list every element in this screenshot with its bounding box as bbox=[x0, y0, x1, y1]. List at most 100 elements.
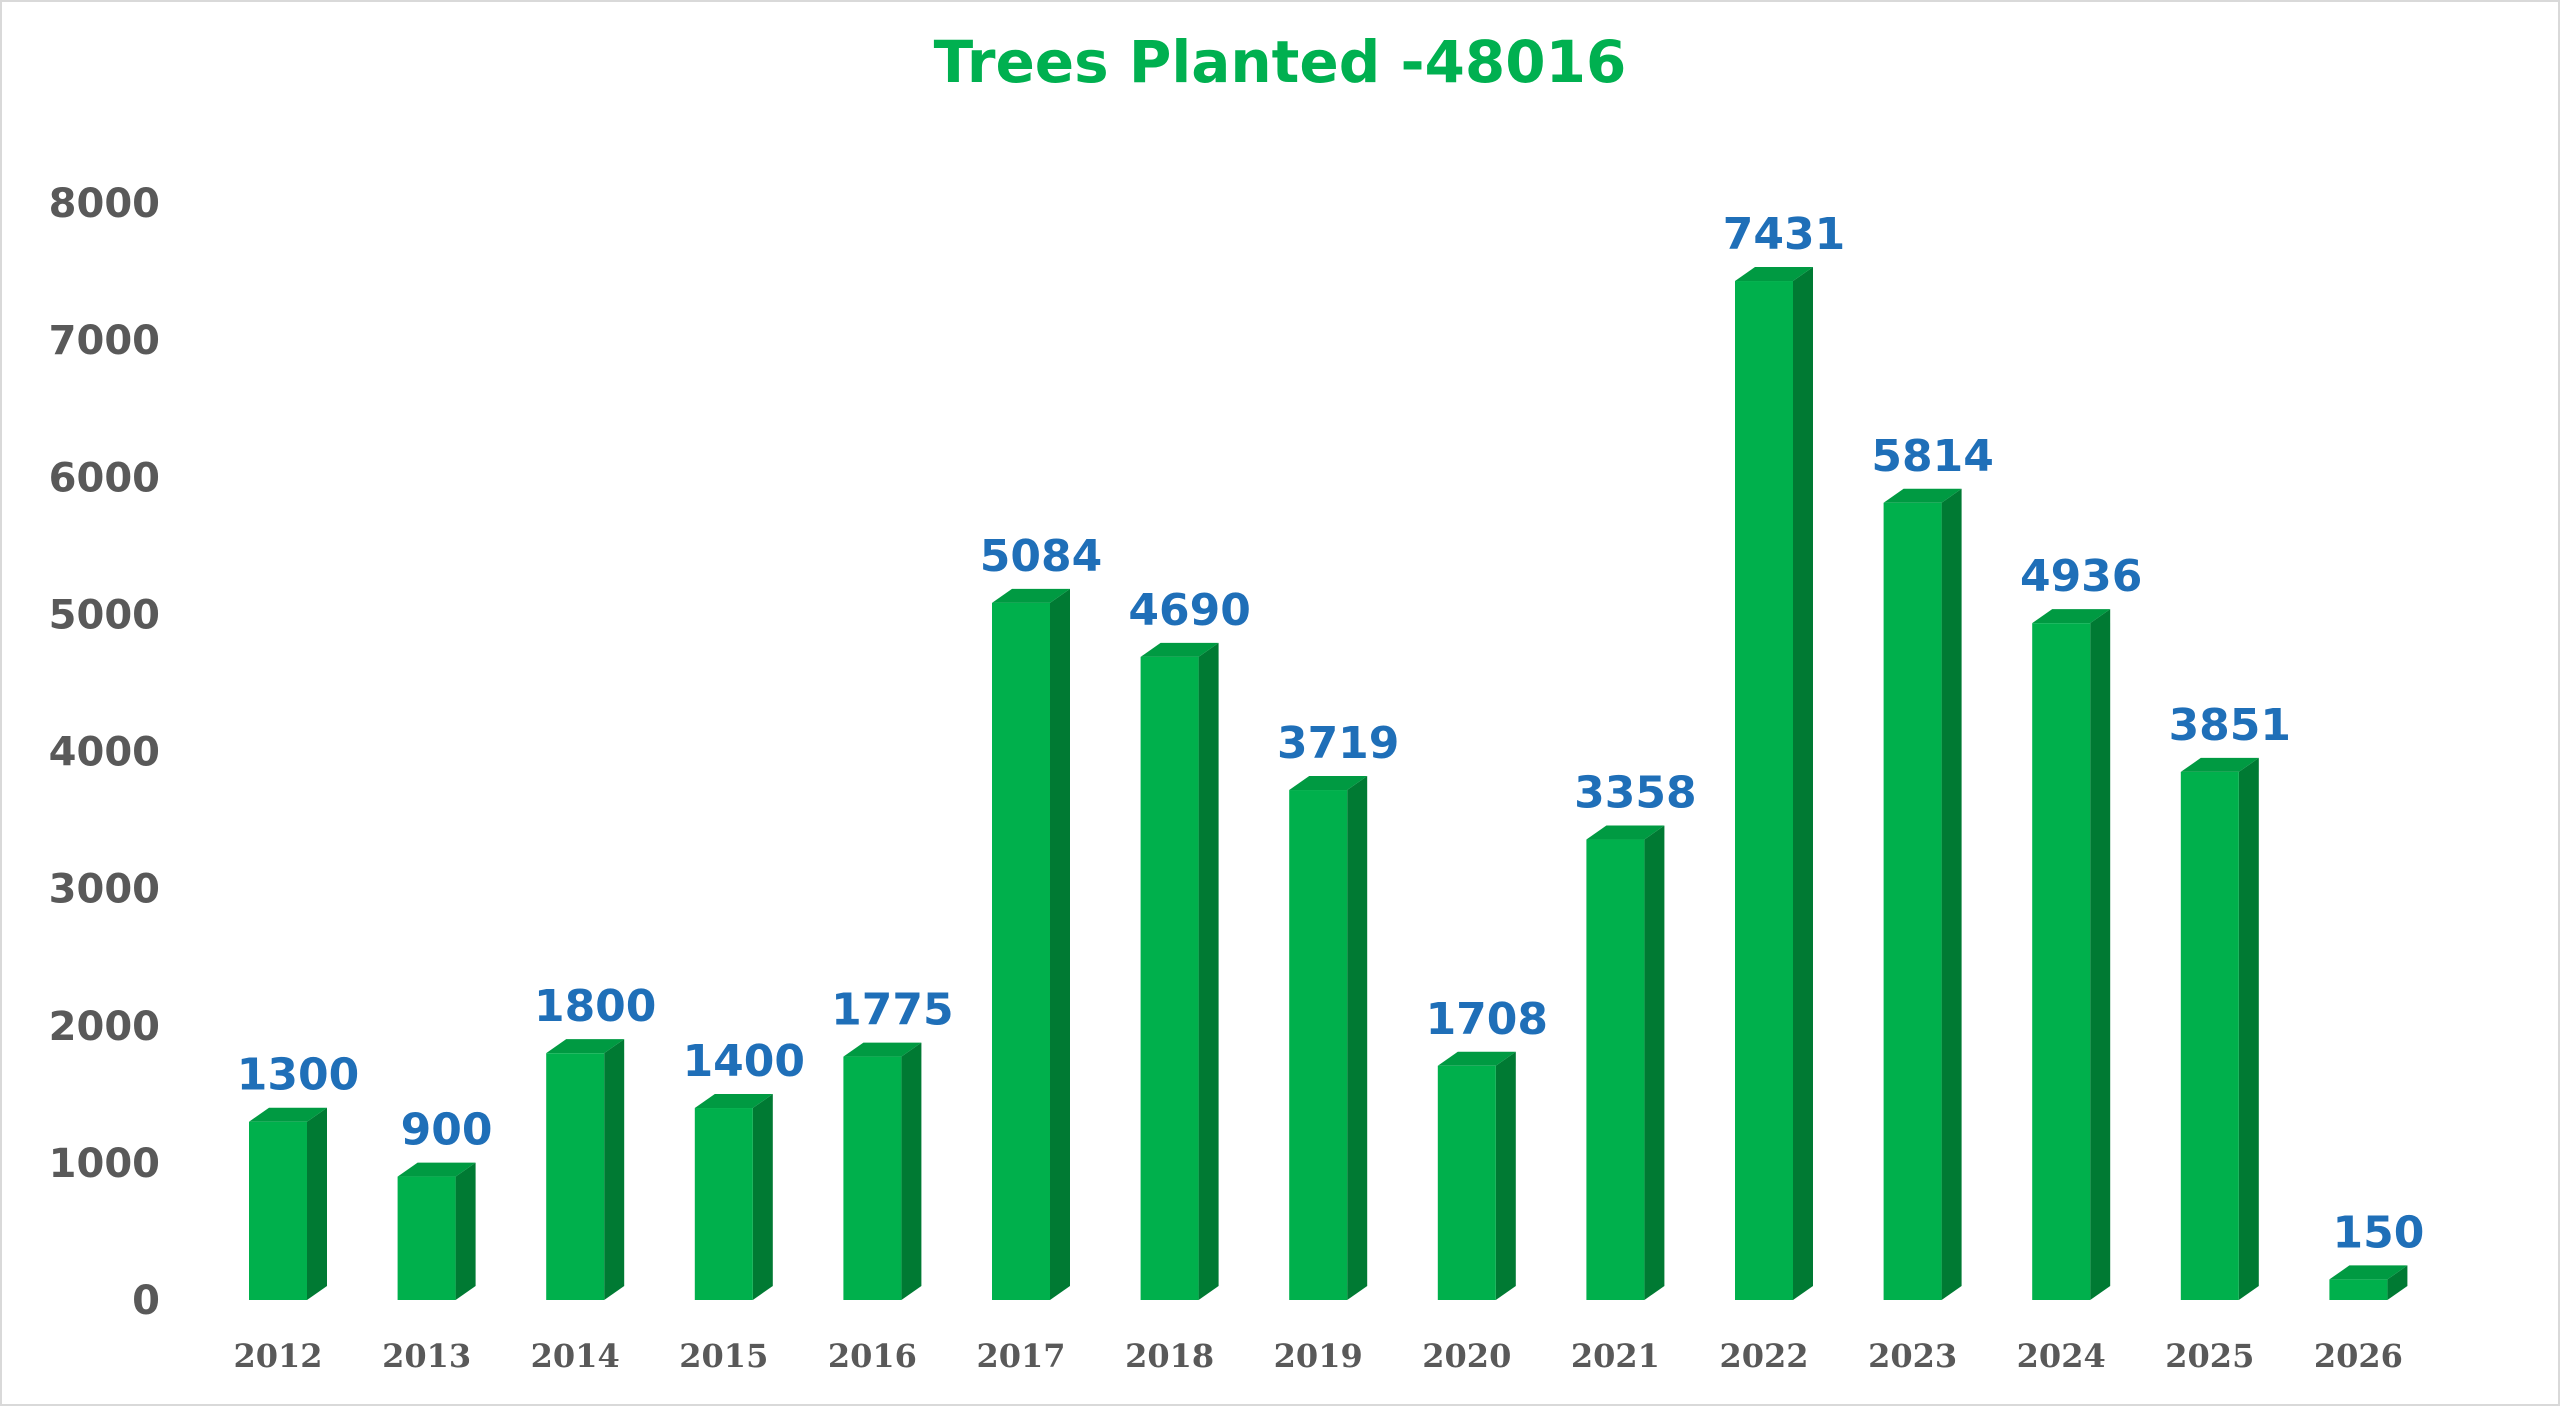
bar-front bbox=[1883, 502, 1942, 1300]
bar-2024 bbox=[2032, 609, 2111, 1300]
bar-2014 bbox=[546, 1039, 625, 1300]
bar-top bbox=[249, 1107, 327, 1122]
data-label: 5814 bbox=[1871, 431, 1993, 482]
bar-2022 bbox=[1735, 267, 1813, 1300]
bar-front bbox=[694, 1108, 753, 1300]
bar-top bbox=[1586, 825, 1665, 840]
bar-front bbox=[843, 1056, 902, 1300]
bar-2015 bbox=[694, 1094, 773, 1300]
bar-2023 bbox=[1883, 488, 1962, 1300]
y-tick-label: 0 bbox=[132, 1278, 160, 1324]
bar-front bbox=[249, 1121, 307, 1300]
bar-2026 bbox=[2329, 1265, 2408, 1300]
bar-front bbox=[1735, 281, 1793, 1300]
data-label: 5084 bbox=[980, 531, 1102, 582]
data-label: 3851 bbox=[2169, 700, 2291, 751]
bar-top bbox=[843, 1042, 922, 1057]
bar-side bbox=[2387, 1265, 2408, 1300]
y-tick-label: 7000 bbox=[49, 318, 160, 364]
bar-front bbox=[1437, 1065, 1496, 1300]
bar-side bbox=[1793, 267, 1813, 1300]
bar-side bbox=[901, 1042, 922, 1300]
data-label: 1775 bbox=[831, 985, 953, 1036]
x-tick-label: 2022 bbox=[1719, 1337, 1808, 1375]
bar-front bbox=[1586, 839, 1645, 1300]
bar-2013 bbox=[397, 1162, 476, 1300]
bar-side bbox=[307, 1107, 327, 1300]
y-tick-label: 5000 bbox=[49, 592, 160, 638]
x-tick-label: 2018 bbox=[1125, 1337, 1214, 1375]
data-label: 3358 bbox=[1574, 768, 1696, 819]
bar-front bbox=[397, 1176, 456, 1300]
bar-side bbox=[2238, 757, 2259, 1300]
bar-2020 bbox=[1437, 1051, 1516, 1300]
data-label: 150 bbox=[2332, 1207, 2424, 1258]
bar-2012 bbox=[249, 1107, 327, 1300]
data-label: 3719 bbox=[1277, 718, 1399, 769]
bar-side bbox=[1644, 825, 1665, 1300]
bar-top bbox=[1437, 1051, 1516, 1066]
data-label: 4936 bbox=[2020, 551, 2142, 602]
bar-top bbox=[2180, 757, 2259, 772]
data-label: 7431 bbox=[1723, 209, 1845, 260]
bar-top bbox=[2329, 1265, 2408, 1280]
bar-front bbox=[992, 602, 1050, 1300]
chart-title: Trees Planted -48016 bbox=[934, 28, 1627, 96]
data-label: 1400 bbox=[683, 1036, 805, 1087]
x-tick-label: 2012 bbox=[233, 1337, 322, 1375]
bar-top bbox=[694, 1094, 773, 1109]
x-tick-label: 2020 bbox=[1422, 1337, 1511, 1375]
bar-side bbox=[1941, 488, 1962, 1300]
bar-top bbox=[546, 1039, 625, 1054]
x-tick-label: 2014 bbox=[531, 1337, 620, 1375]
x-tick-label: 2021 bbox=[1571, 1337, 1660, 1375]
y-tick-label: 1000 bbox=[49, 1141, 160, 1187]
data-label: 1300 bbox=[237, 1050, 359, 1101]
data-label: 1708 bbox=[1426, 994, 1548, 1045]
x-axis: 2012 2013 2014 2015 2016 2017 2018 2019 2020 2021… bbox=[233, 1337, 2402, 1375]
x-tick-label: 2016 bbox=[828, 1337, 917, 1375]
x-tick-label: 2026 bbox=[2314, 1337, 2403, 1375]
bar-top bbox=[1140, 642, 1219, 657]
bar-top bbox=[1883, 488, 1962, 503]
bar-top bbox=[1289, 776, 1368, 791]
y-tick-label: 6000 bbox=[49, 455, 160, 501]
bar-2025 bbox=[2180, 757, 2259, 1300]
bar-side bbox=[604, 1039, 625, 1300]
bar-front bbox=[1140, 656, 1199, 1300]
bar-side bbox=[1050, 588, 1070, 1300]
data-label: 4690 bbox=[1128, 585, 1250, 636]
bar-side bbox=[1347, 776, 1368, 1300]
bar-top bbox=[397, 1162, 476, 1177]
x-tick-label: 2017 bbox=[976, 1337, 1065, 1375]
x-tick-label: 2019 bbox=[1274, 1337, 1363, 1375]
x-tick-label: 2015 bbox=[679, 1337, 768, 1375]
x-tick-label: 2025 bbox=[2165, 1337, 2254, 1375]
bar-side bbox=[752, 1094, 773, 1300]
bar-side bbox=[1198, 642, 1219, 1300]
x-tick-label: 2023 bbox=[1868, 1337, 1957, 1375]
bar-2017 bbox=[992, 588, 1070, 1300]
bar-side bbox=[455, 1162, 476, 1300]
data-label: 1800 bbox=[534, 981, 656, 1032]
bar-front bbox=[2329, 1279, 2388, 1300]
bar-front bbox=[1289, 790, 1348, 1300]
data-labels-group: 1300 900 1800 1400 1775 5084 4690 3719 1708 3358 7… bbox=[237, 209, 2425, 1258]
bars-group bbox=[249, 267, 2408, 1300]
bar-2018 bbox=[1140, 642, 1219, 1300]
y-tick-label: 3000 bbox=[49, 867, 160, 913]
bar-side bbox=[2090, 609, 2111, 1300]
bar-2019 bbox=[1289, 776, 1368, 1300]
data-label: 900 bbox=[401, 1105, 493, 1156]
y-tick-label: 8000 bbox=[49, 181, 160, 227]
bar-2021 bbox=[1586, 825, 1665, 1300]
x-tick-label: 2024 bbox=[2017, 1337, 2106, 1375]
y-tick-label: 2000 bbox=[49, 1004, 160, 1050]
bar-top bbox=[1735, 267, 1813, 282]
bar-side bbox=[1495, 1051, 1516, 1300]
bar-top bbox=[992, 588, 1070, 603]
x-tick-label: 2013 bbox=[382, 1337, 471, 1375]
bar-top bbox=[2032, 609, 2111, 624]
